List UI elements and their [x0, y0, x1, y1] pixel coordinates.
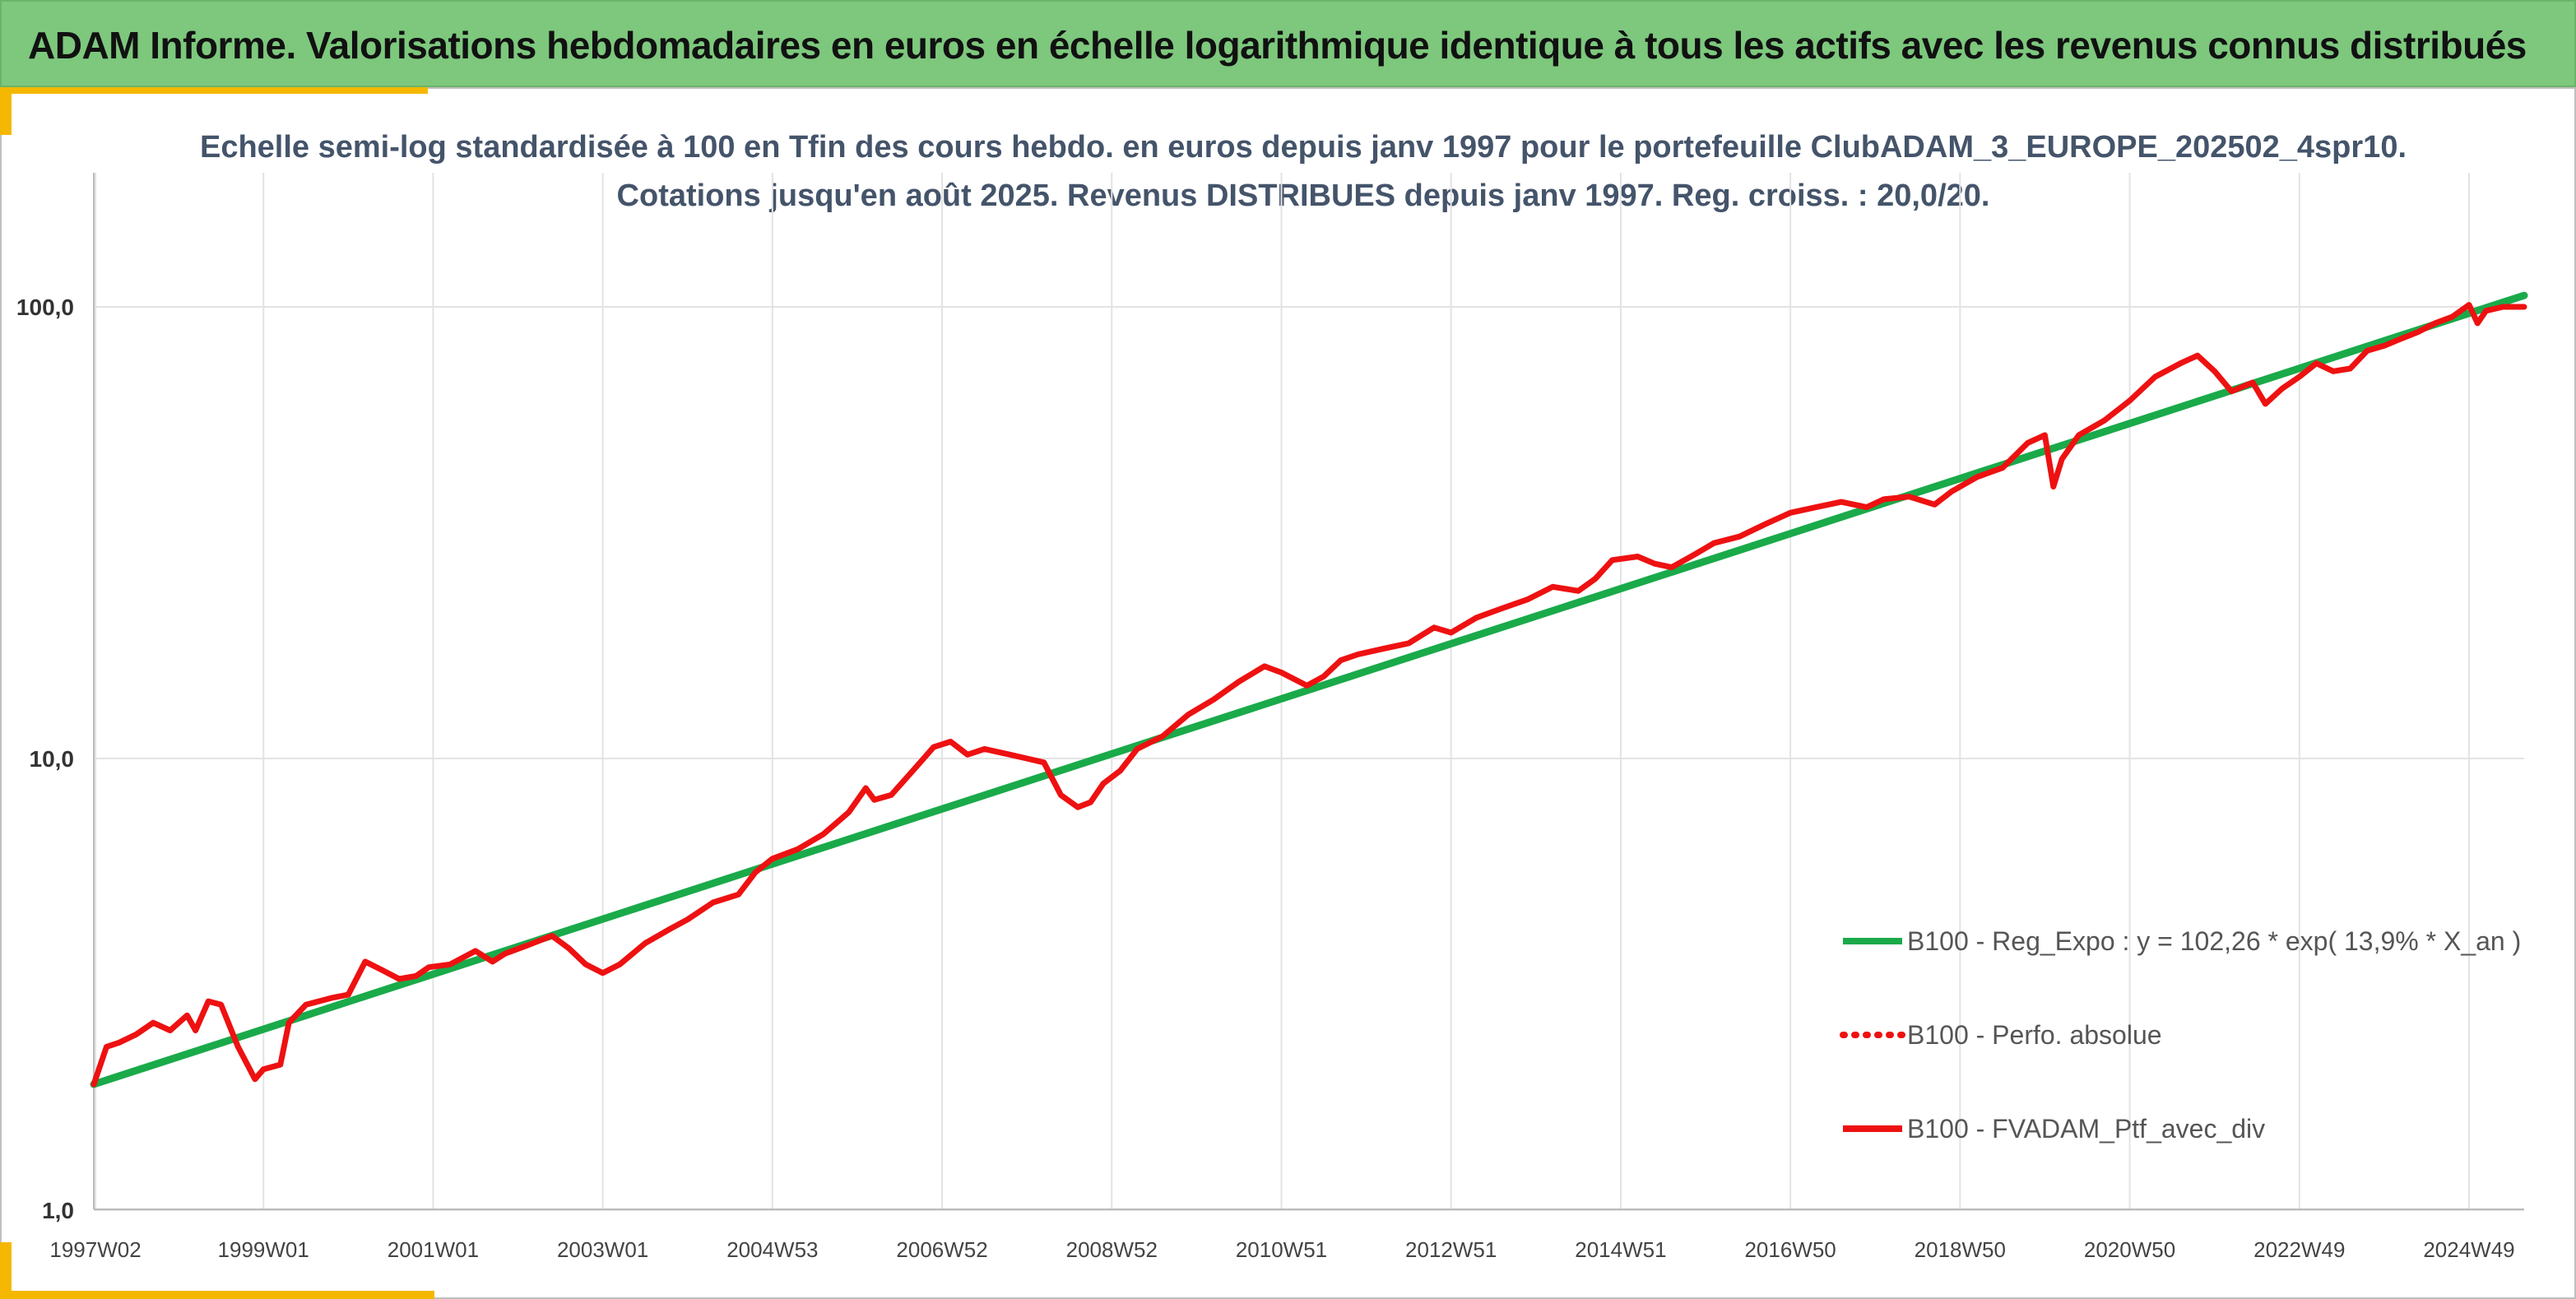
accent-corner-top-left	[0, 87, 12, 135]
chart-title: Echelle semi-log standardisée à 100 en T…	[200, 130, 2407, 165]
x-tick-label: 2012W51	[1405, 1237, 1497, 1262]
x-tick-label: 2004W53	[726, 1237, 818, 1262]
page-title: ADAM Informe. Valorisations hebdomadaire…	[28, 24, 2527, 67]
x-tick-label: 1999W01	[218, 1237, 309, 1262]
x-tick-label: 2006W52	[896, 1237, 987, 1262]
chart-subtitle: Cotations jusqu'en août 2025. Revenus DI…	[617, 179, 1990, 213]
header-banner: ADAM Informe. Valorisations hebdomadaire…	[0, 0, 2576, 87]
chart-frame	[0, 87, 2576, 1299]
series-lines	[90, 291, 2528, 1088]
x-tick-label: 2016W50	[1744, 1237, 1836, 1262]
legend-label-2: B100 - Perfo. absolue	[1907, 1020, 2162, 1050]
series-line-1	[90, 291, 2528, 1088]
y-tick-label: 1,0	[42, 1198, 74, 1223]
x-tick-label: 2014W51	[1575, 1237, 1666, 1262]
legend-label-3: B100 - FVADAM_Ptf_avec_div	[1907, 1114, 2265, 1144]
accent-corner-bottom-left	[0, 1242, 12, 1299]
y-tick-label: 10,0	[30, 746, 75, 772]
accent-bar-bottom	[0, 1291, 434, 1299]
x-tick-label: 2018W50	[1915, 1237, 2006, 1262]
x-tick-label: 2010W51	[1236, 1237, 1327, 1262]
x-tick-label: 2001W01	[388, 1237, 479, 1262]
x-tick-label: 2008W52	[1066, 1237, 1158, 1262]
legend-label-1: B100 - Reg_Expo : y = 102,26 * exp( 13,9…	[1907, 926, 2521, 956]
series-line-3	[91, 302, 2527, 1088]
x-tick-label: 2003W01	[557, 1237, 648, 1262]
x-tick-label: 1997W02	[49, 1237, 141, 1262]
x-tick-label: 2024W49	[2423, 1237, 2514, 1262]
y-tick-label: 100,0	[16, 295, 74, 320]
accent-bar-top	[0, 87, 428, 94]
x-tick-label: 2020W50	[2084, 1237, 2175, 1262]
axes: 1997W02 1999W01 2001W01 2003W01 2004W53 2006W…	[16, 173, 2524, 1262]
legend: B100 - Reg_Expo : y = 102,26 * exp( 13,9…	[1840, 926, 2521, 1144]
x-tick-label: 2022W49	[2253, 1237, 2345, 1262]
grid-lines	[94, 173, 2524, 1211]
